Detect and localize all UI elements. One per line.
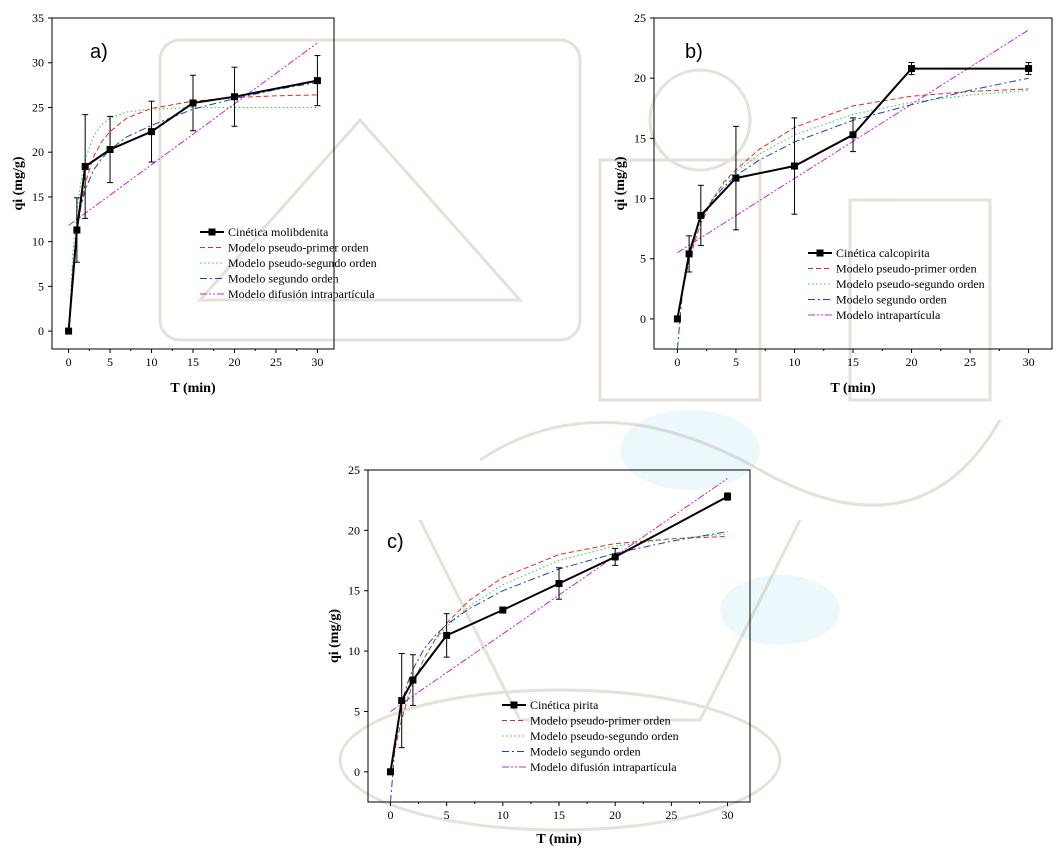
background-watermark [158, 38, 1002, 832]
